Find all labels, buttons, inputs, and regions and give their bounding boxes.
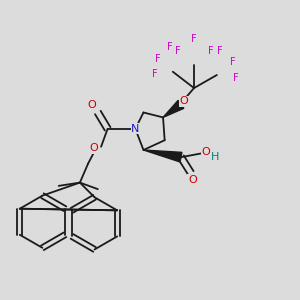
Text: O: O — [89, 143, 98, 153]
Text: O: O — [188, 175, 197, 185]
Text: F: F — [175, 46, 181, 56]
Text: N: N — [131, 124, 140, 134]
Text: F: F — [191, 34, 197, 44]
Text: F: F — [233, 73, 239, 83]
Text: O: O — [179, 96, 188, 106]
Text: F: F — [167, 42, 172, 52]
Text: F: F — [155, 54, 161, 64]
Text: O: O — [202, 147, 211, 157]
Polygon shape — [163, 100, 184, 117]
Text: F: F — [217, 46, 223, 56]
Text: O: O — [87, 100, 96, 110]
Text: F: F — [208, 46, 213, 56]
Polygon shape — [143, 150, 182, 162]
Text: F: F — [152, 69, 158, 79]
Text: F: F — [230, 57, 235, 67]
Text: H: H — [210, 152, 219, 162]
